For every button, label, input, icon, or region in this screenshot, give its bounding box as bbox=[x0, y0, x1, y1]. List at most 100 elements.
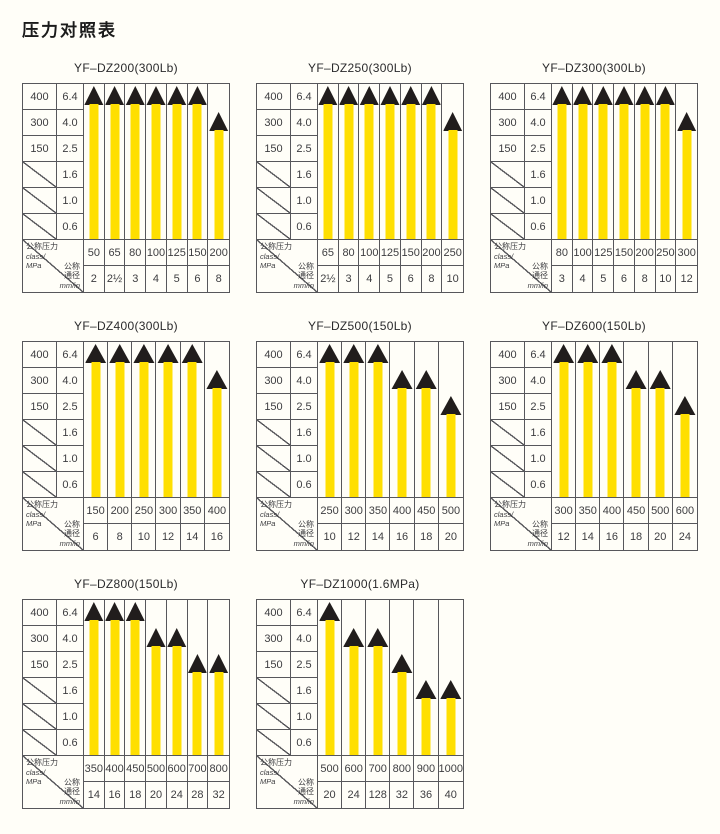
class-label-cell: 300 bbox=[257, 368, 291, 394]
triangle-icon bbox=[209, 112, 229, 131]
blank-diagonal-cell bbox=[257, 214, 291, 240]
bar-column bbox=[146, 84, 167, 240]
blank-diagonal-cell bbox=[23, 446, 57, 472]
mpa-label-cell: 6.4 bbox=[57, 342, 84, 368]
mpa-label-cell: 1.0 bbox=[57, 446, 84, 472]
pressure-axis-class: class/ bbox=[26, 767, 46, 777]
class-label-cell: 300 bbox=[491, 110, 525, 136]
chart-panel: YF–DZ800(150Lb) 400 6.4 300 4.0 150 2.5 1.6 1.0 0… bbox=[22, 577, 230, 809]
mpa-label-cell: 1.6 bbox=[57, 678, 84, 704]
triangle-icon bbox=[552, 86, 572, 105]
triangle-icon bbox=[146, 86, 166, 105]
pressure-value-cell: 100 bbox=[146, 240, 167, 266]
mpa-label-cell: 2.5 bbox=[291, 652, 318, 678]
triangle-icon bbox=[577, 344, 599, 363]
pressure-bar bbox=[187, 362, 197, 497]
mpa-label-cell: 4.0 bbox=[291, 368, 318, 394]
size-axis-zh: 公称通径 bbox=[532, 519, 548, 539]
pressure-bar bbox=[192, 104, 202, 239]
size-value-cell: 8 bbox=[635, 266, 656, 292]
size-axis-label: 公称通径 mm/in bbox=[60, 262, 80, 290]
mpa-label-cell: 1.6 bbox=[291, 678, 318, 704]
mpa-label-cell: 1.0 bbox=[57, 188, 84, 214]
pressure-bar bbox=[130, 620, 140, 755]
size-axis-label: 公称通径 mm/in bbox=[294, 520, 314, 548]
pressure-value-cell: 300 bbox=[676, 240, 697, 266]
triangle-icon bbox=[674, 396, 696, 415]
size-value-cell: 6 bbox=[84, 524, 109, 550]
class-label-cell: 400 bbox=[257, 342, 291, 368]
chart-title: YF–DZ1000(1.6MPa) bbox=[300, 577, 420, 591]
pressure-bar bbox=[421, 388, 431, 497]
pressure-bar bbox=[607, 362, 617, 497]
blank-diagonal-cell bbox=[23, 420, 57, 446]
chart-panel: YF–DZ300(300Lb) 400 6.4 300 4.0 150 2.5 1.6 1.0 0… bbox=[490, 61, 698, 293]
pressure-value-cell: 250 bbox=[132, 498, 157, 524]
bar-column bbox=[125, 84, 147, 240]
blank-diagonal-cell bbox=[23, 730, 57, 756]
pressure-value-cell: 500 bbox=[318, 756, 343, 782]
triangle-icon bbox=[157, 344, 179, 363]
mpa-label-cell: 6.4 bbox=[291, 600, 318, 626]
class-label-cell: 300 bbox=[257, 110, 291, 136]
size-axis-unit: mm/in bbox=[293, 281, 314, 290]
size-value-cell: 4 bbox=[359, 266, 381, 292]
pressure-value-cell: 800 bbox=[390, 756, 415, 782]
mpa-label-cell: 6.4 bbox=[525, 342, 552, 368]
pressure-bar bbox=[373, 362, 383, 497]
pressure-value-cell: 200 bbox=[208, 240, 229, 266]
size-axis-label: 公称通径 mm/in bbox=[294, 262, 314, 290]
mpa-label-cell: 2.5 bbox=[291, 136, 318, 162]
mpa-label-cell: 1.6 bbox=[291, 162, 318, 188]
pressure-bar bbox=[151, 646, 161, 755]
pressure-bar bbox=[89, 104, 99, 239]
size-value-cell: 14 bbox=[366, 524, 391, 550]
mpa-label-cell: 1.0 bbox=[291, 446, 318, 472]
class-label-cell: 300 bbox=[23, 110, 57, 136]
pressure-bar bbox=[172, 104, 182, 239]
size-axis-zh: 公称通径 bbox=[64, 519, 80, 539]
pressure-axis-zh: 公称压力 bbox=[494, 242, 526, 251]
size-value-cell: 24 bbox=[167, 782, 188, 808]
triangle-icon bbox=[146, 628, 166, 647]
axis-corner-cell: 公称压力 class/MPa 公称通径 mm/in bbox=[23, 240, 84, 292]
bar-column bbox=[576, 342, 601, 498]
pressure-bar bbox=[89, 620, 99, 755]
size-value-cell: 2½ bbox=[105, 266, 126, 292]
pressure-bar bbox=[91, 362, 101, 497]
pressure-value-cell: 350 bbox=[366, 498, 391, 524]
pressure-value-cell: 350 bbox=[84, 756, 105, 782]
mpa-label-cell: 1.6 bbox=[57, 162, 84, 188]
pressure-value-cell: 80 bbox=[338, 240, 360, 266]
triangle-icon bbox=[318, 86, 338, 105]
mpa-label-cell: 1.0 bbox=[525, 188, 552, 214]
triangle-icon bbox=[105, 602, 125, 621]
blank-diagonal-cell bbox=[257, 188, 291, 214]
bar-column bbox=[624, 342, 649, 498]
bar-column bbox=[318, 342, 343, 498]
class-label-cell: 150 bbox=[491, 394, 525, 420]
mpa-label-cell: 0.6 bbox=[525, 214, 552, 240]
class-label-cell: 400 bbox=[23, 600, 57, 626]
pressure-bar bbox=[139, 362, 149, 497]
bar-column bbox=[208, 600, 229, 756]
pressure-axis-class: class/ bbox=[260, 251, 280, 261]
size-value-cell: 20 bbox=[146, 782, 167, 808]
triangle-icon bbox=[167, 628, 187, 647]
triangle-icon bbox=[339, 86, 359, 105]
axis-corner-cell: 公称压力 class/MPa 公称通径 mm/in bbox=[23, 498, 84, 550]
pressure-value-cell: 400 bbox=[204, 498, 229, 524]
pressure-value-cell: 200 bbox=[108, 498, 133, 524]
chart-panel: YF–DZ1000(1.6MPa) 400 6.4 300 4.0 150 2.5 1.6 1.… bbox=[256, 577, 464, 809]
pressure-value-cell: 600 bbox=[672, 498, 697, 524]
size-value-cell: 24 bbox=[678, 531, 692, 543]
blank-diagonal-cell bbox=[491, 446, 525, 472]
triangle-icon bbox=[84, 86, 104, 105]
blank-diagonal-cell bbox=[257, 678, 291, 704]
pressure-value-cell: 125 bbox=[380, 240, 401, 266]
pressure-table: 400 6.4 300 4.0 150 2.5 1.6 1.0 0.6 300 12 350 14 400… bbox=[490, 341, 698, 551]
mpa-label-cell: 2.5 bbox=[57, 136, 84, 162]
size-value-cell: 5 bbox=[380, 266, 401, 292]
pressure-value-cell: 65 bbox=[318, 240, 339, 266]
bar-column bbox=[672, 342, 697, 498]
